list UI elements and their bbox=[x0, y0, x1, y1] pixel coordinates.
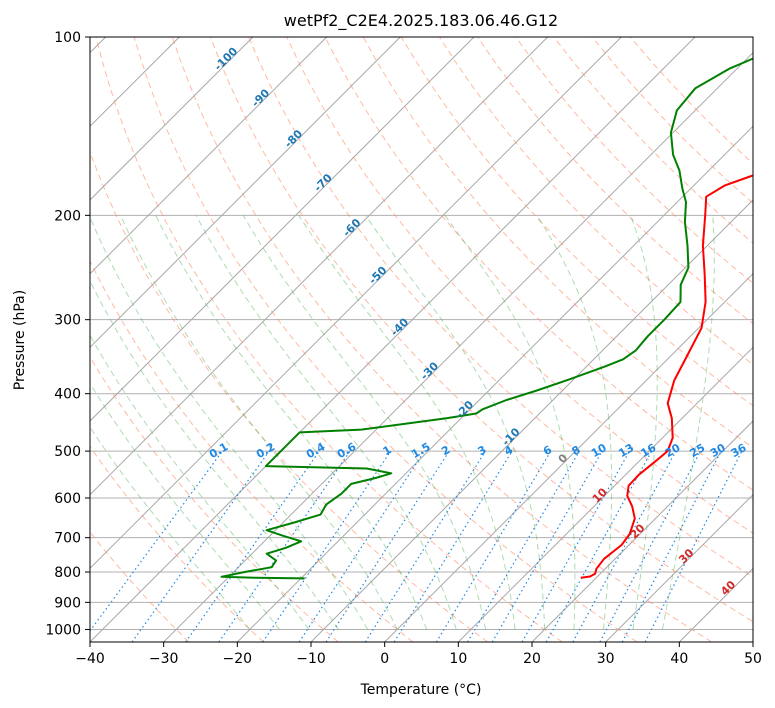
moist-adiabat-line bbox=[195, 215, 457, 630]
dry-adiabat-line bbox=[95, 37, 563, 642]
x-tick-label: 40 bbox=[670, 651, 688, 667]
mixing-ratio-line bbox=[521, 450, 631, 642]
x-tick-label: −30 bbox=[149, 651, 179, 667]
x-tick-label: −20 bbox=[223, 651, 253, 667]
dry-adiabat-line bbox=[248, 37, 753, 578]
dry-adiabat-line bbox=[515, 37, 753, 284]
moist-adiabat-line bbox=[90, 382, 280, 630]
x-tick-label: 30 bbox=[597, 651, 615, 667]
y-tick-label: 500 bbox=[54, 444, 81, 460]
mixing-ratio-line bbox=[185, 450, 320, 642]
x-axis-ticks: −40 −30 −20 −10 0 10 20 30 40 50 bbox=[75, 642, 762, 667]
y-tick-label: 200 bbox=[54, 208, 81, 224]
x-tick-label: −10 bbox=[296, 651, 326, 667]
dry-adiabat-line bbox=[324, 37, 753, 491]
y-tick-label: 1000 bbox=[45, 622, 81, 638]
y-tick-label: 300 bbox=[54, 313, 81, 329]
isotherm-line bbox=[531, 420, 753, 642]
mixing-ratio-line bbox=[325, 450, 450, 642]
moist-adiabat-line bbox=[298, 215, 516, 630]
moist-adiabat-line bbox=[364, 215, 546, 630]
dry-adiabat-line bbox=[171, 37, 712, 642]
y-tick-label: 800 bbox=[54, 565, 81, 581]
moist-adiabat-line bbox=[536, 215, 613, 630]
y-tick-label: 100 bbox=[54, 30, 81, 46]
moist-adiabat-line bbox=[155, 215, 428, 630]
isotherm-line bbox=[90, 37, 622, 570]
dry-adiabat-line bbox=[133, 37, 638, 642]
isotherm-line bbox=[90, 37, 696, 642]
mixing-ratio-line bbox=[491, 450, 603, 642]
moist-adiabat-line bbox=[242, 215, 487, 630]
isotherm-line bbox=[90, 37, 254, 201]
plot-grid bbox=[90, 37, 753, 642]
dry-adiabat-line bbox=[90, 445, 264, 642]
mixing-ratio-line bbox=[572, 450, 677, 642]
dry-adiabat-line bbox=[210, 37, 753, 623]
y-axis-ticks: 1000 900 800 700 600 500 400 300 200 100 bbox=[45, 30, 90, 638]
moist-adiabat-line bbox=[90, 426, 251, 630]
x-tick-label: 20 bbox=[523, 651, 541, 667]
mixing-ratio-line bbox=[298, 450, 425, 642]
mixing-ratio-line bbox=[393, 450, 513, 642]
y-axis-title: Pressure (hPa) bbox=[12, 290, 28, 390]
mixing-ratio-line bbox=[364, 450, 486, 642]
dry-adiabat-line bbox=[286, 37, 753, 534]
x-axis-title: Temperature (°C) bbox=[360, 682, 482, 698]
isotherm-line bbox=[163, 51, 753, 642]
isotherm-line bbox=[236, 125, 753, 642]
moist-adiabat-line bbox=[90, 215, 369, 630]
moist-adiabat-line bbox=[444, 215, 576, 630]
isotherm-line bbox=[605, 493, 753, 642]
mixing-ratio-line bbox=[435, 450, 552, 642]
dry-adiabat-line bbox=[90, 259, 414, 642]
moist-adiabat-line bbox=[90, 334, 310, 630]
x-tick-label: −40 bbox=[75, 651, 105, 667]
isotherm-line bbox=[90, 37, 401, 349]
plot-frame bbox=[89, 36, 754, 643]
x-tick-label: 50 bbox=[744, 651, 762, 667]
temperature-profile bbox=[580, 174, 753, 579]
isotherm-line bbox=[90, 37, 328, 275]
mixing-ratio-line bbox=[545, 450, 653, 642]
y-tick-label: 400 bbox=[54, 387, 81, 403]
chart-title: wetPf2_C2E4.2025.183.06.46.G12 bbox=[284, 11, 558, 31]
y-tick-label: 700 bbox=[54, 531, 81, 547]
x-tick-label: 10 bbox=[449, 651, 467, 667]
moist-adiabat-line bbox=[661, 215, 715, 630]
isotherm-line bbox=[384, 272, 753, 642]
isotherm-line bbox=[90, 37, 475, 422]
isotherm-line bbox=[457, 346, 753, 642]
mixing-ratio-line bbox=[131, 450, 270, 642]
y-tick-label: 900 bbox=[54, 595, 81, 611]
x-tick-label: 0 bbox=[380, 651, 389, 667]
moist-adiabat-line bbox=[120, 215, 398, 630]
dewpoint-profile bbox=[220, 57, 753, 580]
moist-adiabat-line bbox=[90, 279, 339, 630]
y-tick-label: 600 bbox=[54, 491, 81, 507]
mixing-ratio-line bbox=[466, 450, 580, 642]
plot-data bbox=[220, 57, 753, 580]
isotherm-line bbox=[90, 37, 549, 496]
